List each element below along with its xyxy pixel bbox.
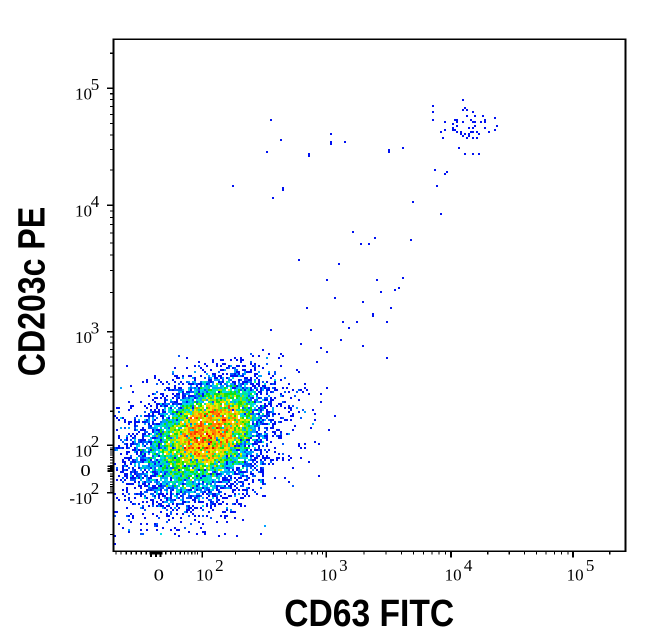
svg-text:2: 2	[91, 479, 100, 498]
svg-text:3: 3	[91, 318, 100, 337]
svg-text:4: 4	[91, 192, 100, 211]
svg-text:-10: -10	[69, 489, 92, 508]
svg-text:10: 10	[75, 85, 92, 104]
svg-text:2: 2	[91, 432, 100, 451]
svg-text:5: 5	[91, 75, 100, 94]
svg-text:CD203c PE: CD203c PE	[11, 207, 53, 376]
svg-text:CD63 FITC: CD63 FITC	[284, 592, 454, 634]
svg-text:0: 0	[154, 566, 164, 585]
svg-text:10: 10	[75, 328, 92, 347]
svg-text:0: 0	[80, 461, 90, 480]
svg-text:10: 10	[75, 442, 92, 461]
svg-text:10: 10	[75, 202, 92, 221]
